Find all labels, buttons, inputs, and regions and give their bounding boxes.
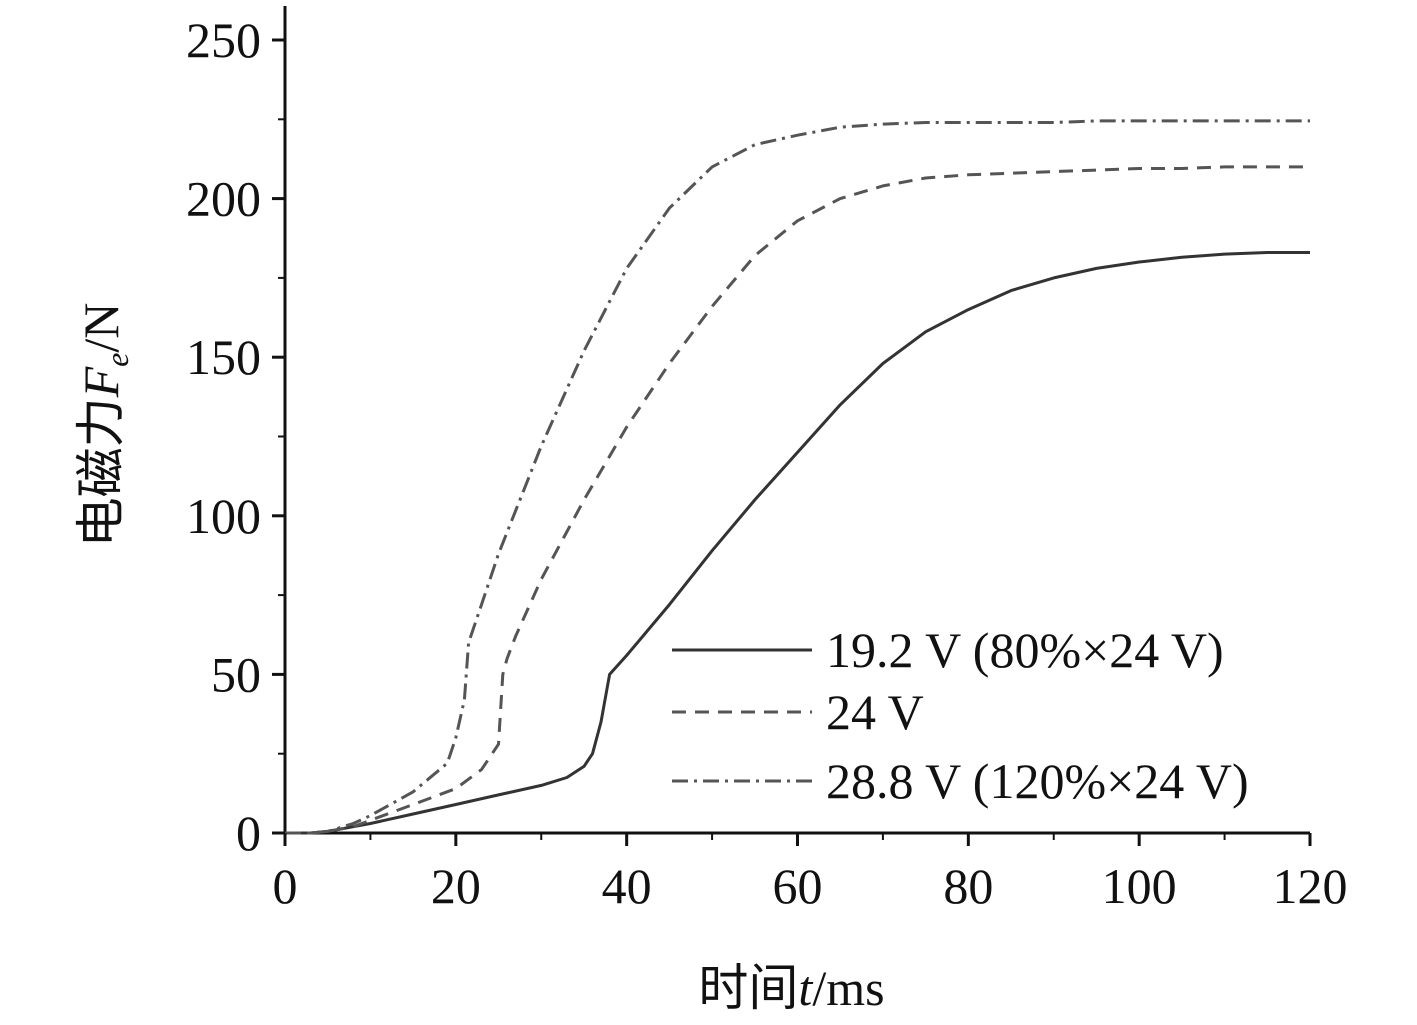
series-line-1 [285,251,1310,835]
legend-label-2: 24 V [826,684,924,740]
series-layer [285,119,1310,835]
y-axis-title: 电磁力Fe/N [73,303,135,548]
y-tick-label: 100 [186,488,261,544]
axes [283,6,1310,835]
y-tick-label: 150 [186,329,261,385]
series-line-3 [285,119,1310,835]
x-axis-title: 时间t/ms [698,960,884,1016]
legend-label-3: 28.8 V (120%×24 V) [826,753,1249,809]
series-line-2 [285,165,1310,835]
x-tick-label: 20 [431,858,481,914]
tick-layer: 0 20 40 60 80 100 120 0 50 100 150 200 250 [186,12,1348,914]
y-axis-title-variable: F [73,366,129,398]
x-tick-label: 60 [773,858,823,914]
y-axis-title-unit: /N [73,303,129,353]
y-axis-title-prefix: 电磁力 [73,397,129,547]
x-tick-label: 40 [602,858,652,914]
x-axis-title-prefix: 时间 [698,960,798,1016]
x-axis-title-variable: t [798,960,813,1016]
y-tick-label: 200 [186,171,261,227]
y-axis-title-subscript: e [99,353,135,367]
x-tick-label: 120 [1273,858,1348,914]
x-tick-label: 80 [943,858,993,914]
x-tick-label: 100 [1102,858,1177,914]
y-tick-label: 50 [211,646,261,702]
x-axis-title-unit: /ms [812,960,884,1016]
legend: 19.2 V (80%×24 V) 24 V 28.8 V (120%×24 V) [672,622,1249,809]
y-tick-label: 0 [236,805,261,861]
legend-label-1: 19.2 V (80%×24 V) [826,622,1224,678]
y-tick-label: 250 [186,12,261,68]
x-tick-label: 0 [273,858,298,914]
